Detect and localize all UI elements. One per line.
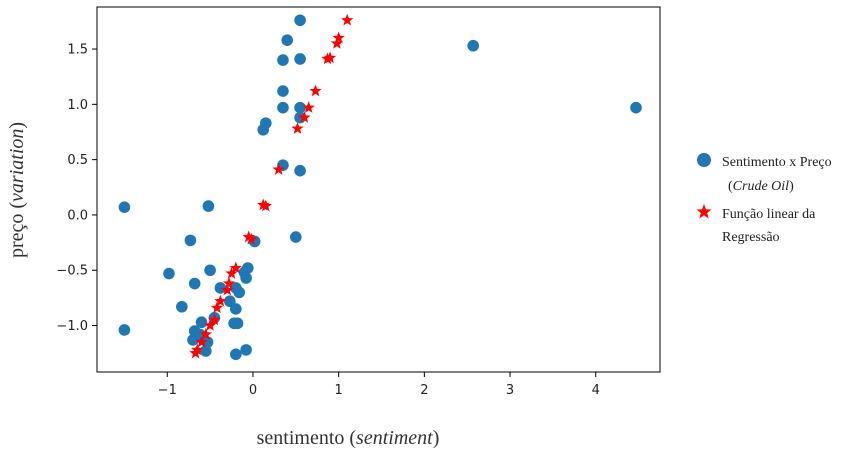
scatter-point [233,286,246,299]
x-tick-label: 0 [249,383,257,398]
regression-star-point [229,261,242,274]
legend-circle-marker [697,153,711,167]
scatter-point [240,272,252,284]
legend-star-marker [696,204,712,219]
regression-star-point [321,52,334,65]
regression-star-point [214,294,227,307]
scatter-point [195,316,208,329]
scatter-point [188,277,201,290]
regression-star-point [341,13,354,26]
scatter-point [187,334,199,346]
y-tick-label: 0.5 [67,153,88,168]
scatter-point [277,101,289,114]
scatter-point [184,234,197,247]
regression-star-point [208,313,221,326]
regression-star-point [242,230,255,243]
scatter-point [231,317,244,330]
scatter-point [230,348,242,361]
x-tick-label: 3 [506,383,514,398]
y-axis: −1.0 −0.5 0.0 0.5 1.0 1.5 [56,43,97,334]
regression-star-point [189,346,202,359]
plot-frame [96,6,661,373]
x-axis: −1 0 1 2 3 4 [158,372,600,398]
scatter-point [294,101,306,114]
scatter-point [204,264,216,277]
scatter-point [163,267,175,280]
regression-star-point [225,267,238,279]
regression-star-point [291,122,304,134]
x-tick-label: 2 [420,383,428,398]
scatter-point [200,345,212,357]
scatter-point [118,201,131,213]
scatter-point [630,101,642,114]
x-tick-label: 4 [592,383,600,398]
regression-star-point [245,232,258,245]
regression-star-point [298,111,311,123]
scatter-point [118,324,131,336]
legend-label-sentimento: Sentimento x Preço [722,155,832,170]
scatter-point [277,54,289,66]
x-tick-label: −1 [158,383,177,398]
y-tick-label: −0.5 [56,264,88,279]
legend: Sentimento x Preço (Crude Oil) Função li… [696,153,832,245]
y-tick-label: 1.0 [67,98,88,113]
legend-label-regressao-line2: Regressão [722,230,780,245]
regression-star-point [210,301,224,314]
regression-star-point [199,327,213,340]
regression-star-point [222,277,236,289]
regression-star-point [259,199,272,212]
scatter-point [240,344,252,356]
regression-star-point [330,37,344,49]
y-tick-label: 1.5 [67,43,88,58]
scatter-point [290,231,302,243]
regression-star-point [272,163,285,175]
scatter-point [294,164,306,177]
scatter-point [176,300,188,313]
data-points [118,13,642,361]
y-tick-label: −1.0 [56,319,88,334]
scatter-point [467,39,479,52]
scatter-point [202,200,215,212]
scatter-point [257,123,270,136]
regression-star-point [195,335,208,348]
regression-star-point [332,31,345,44]
regression-star-point [203,319,217,331]
x-axis-label: sentimento (sentiment) [257,427,440,449]
x-tick-label: 1 [335,383,343,398]
legend-label-regressao: Função linear da Regressão [722,207,819,245]
y-tick-label: 0.0 [67,208,88,223]
regression-star-point [302,101,315,113]
y-axis-label: preço (variation) [6,122,28,258]
scatter-point [214,282,227,294]
scatter-point [294,53,306,65]
regression-star-point [221,283,234,296]
scatter-point [294,14,306,27]
scatter-point [277,85,289,97]
regression-star-point [191,343,204,356]
scatter-point [230,303,242,315]
scatter-point [242,262,254,274]
regression-star-point [309,84,322,97]
legend-label-regressao-line1: Função linear da [722,207,816,222]
scatter-point [281,34,294,46]
legend-label-crude-oil: (Crude Oil) [728,179,794,194]
